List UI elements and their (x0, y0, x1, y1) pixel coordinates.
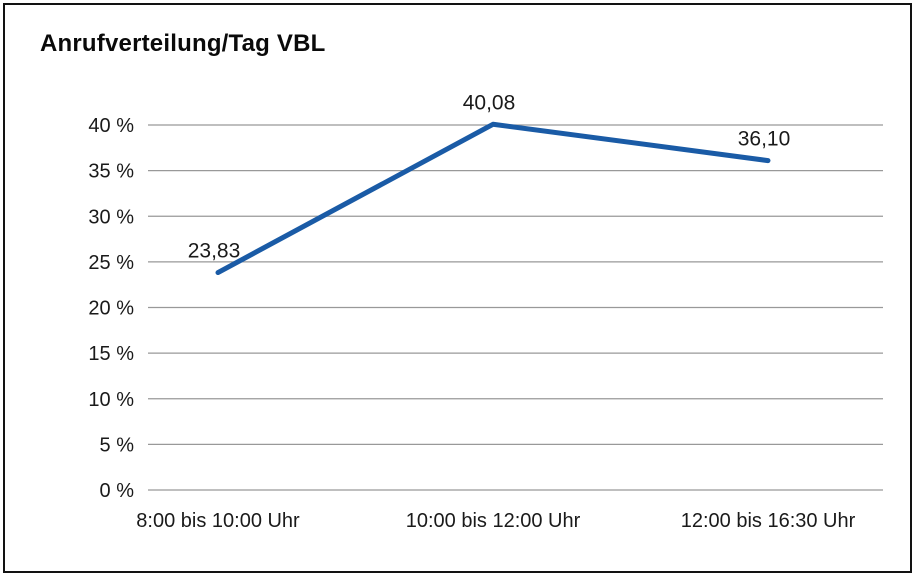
x-tick-label: 12:00 bis 16:30 Uhr (681, 510, 856, 532)
y-tick-label: 25 % (88, 252, 134, 274)
y-tick-label: 40 % (88, 115, 134, 137)
series-line (215, 121, 771, 276)
y-tick-label: 10 % (88, 389, 134, 411)
point-value-label: 36,10 (738, 128, 791, 151)
chart-border-frame (3, 3, 912, 573)
y-tick-label: 20 % (88, 298, 134, 320)
x-tick-label: 8:00 bis 10:00 Uhr (136, 510, 300, 532)
chart-title: Anrufverteilung/Tag VBL (40, 30, 326, 57)
x-tick-label: 10:00 bis 12:00 Uhr (406, 510, 581, 532)
y-tick-label: 15 % (88, 343, 134, 365)
y-tick-label: 35 % (88, 161, 134, 183)
y-tick-label: 30 % (88, 206, 134, 228)
point-value-label: 40,08 (463, 91, 516, 114)
point-value-label: 23,83 (188, 240, 241, 263)
y-tick-label: 0 % (100, 480, 135, 502)
y-tick-label: 5 % (100, 434, 135, 456)
